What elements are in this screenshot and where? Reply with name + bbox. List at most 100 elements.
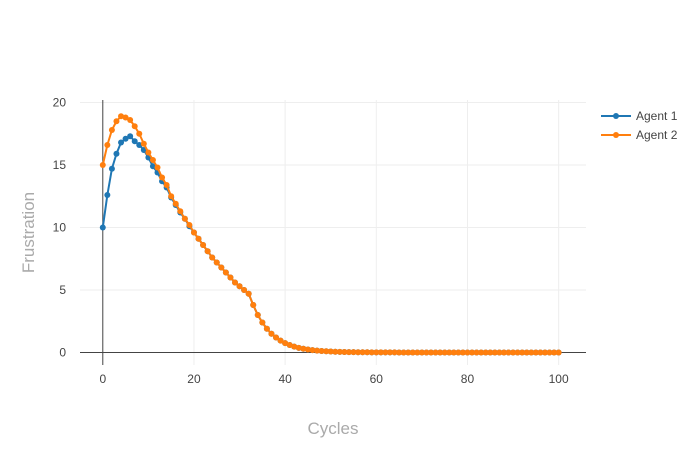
data-point[interactable] [118,113,125,120]
data-point[interactable] [537,349,544,356]
data-point[interactable] [364,349,371,356]
data-point[interactable] [314,347,321,354]
data-point[interactable] [136,142,143,148]
data-point[interactable] [400,349,407,356]
data-point[interactable] [496,349,503,356]
data-point[interactable] [241,287,248,293]
data-point[interactable] [172,200,179,207]
data-point[interactable] [532,349,539,356]
data-point[interactable] [300,345,307,352]
data-point[interactable] [245,290,252,297]
data-point[interactable] [236,283,243,290]
data-point[interactable] [149,163,156,170]
data-point[interactable] [368,349,375,356]
data-point[interactable] [359,349,366,356]
data-point[interactable] [546,349,553,356]
data-point[interactable] [373,349,380,356]
data-point[interactable] [273,334,280,341]
data-point[interactable] [104,192,111,198]
data-point[interactable] [277,337,284,344]
data-point[interactable] [473,349,480,356]
data-point[interactable] [140,140,147,147]
data-point[interactable] [113,150,120,157]
data-point[interactable] [551,349,558,356]
data-point[interactable] [464,349,471,356]
data-point[interactable] [505,349,512,356]
data-point[interactable] [282,340,289,347]
data-point[interactable] [163,182,170,188]
data-point[interactable] [405,349,412,356]
data-point[interactable] [250,302,257,308]
data-point[interactable] [396,349,403,356]
data-point[interactable] [418,349,425,356]
data-point[interactable] [131,123,138,130]
data-point[interactable] [355,349,362,356]
data-point[interactable] [414,349,421,356]
data-point[interactable] [437,349,444,356]
data-point[interactable] [181,215,188,222]
legend-item-agent-2[interactable]: Agent 2 [601,128,678,142]
data-point[interactable] [127,117,134,123]
data-point[interactable] [523,349,530,356]
data-point[interactable] [386,349,393,356]
data-point[interactable] [541,349,548,356]
data-point[interactable] [108,127,115,133]
data-point[interactable] [295,344,302,351]
data-point[interactable] [500,349,507,356]
data-point[interactable] [113,118,120,125]
data-point[interactable] [318,348,325,354]
legend[interactable]: Agent 1 Agent 2 [601,109,678,142]
data-point[interactable] [286,342,293,348]
data-point[interactable] [482,349,489,356]
data-point[interactable] [263,325,270,332]
data-point[interactable] [441,349,448,356]
data-point[interactable] [99,162,106,168]
data-point[interactable] [213,259,220,266]
data-point[interactable] [177,208,184,215]
data-point[interactable] [268,330,275,337]
data-point[interactable] [432,349,439,356]
data-point[interactable] [168,193,175,200]
data-point[interactable] [510,349,517,356]
data-point[interactable] [190,229,197,236]
data-point[interactable] [145,149,152,156]
data-point[interactable] [382,349,389,356]
data-point[interactable] [469,349,476,356]
data-point[interactable] [304,346,311,353]
data-point[interactable] [450,349,457,356]
data-point[interactable] [519,349,526,356]
data-point[interactable] [127,133,134,140]
data-point[interactable] [291,343,298,350]
data-point[interactable] [227,274,234,281]
data-point[interactable] [491,349,498,356]
data-point[interactable] [231,279,238,286]
data-point[interactable] [428,349,435,356]
data-point[interactable] [459,349,466,356]
data-point[interactable] [377,349,384,356]
data-point[interactable] [218,264,225,271]
data-point[interactable] [350,349,357,356]
data-point[interactable] [159,174,166,181]
data-point[interactable] [327,348,334,355]
data-point[interactable] [209,254,216,261]
data-point[interactable] [118,139,125,146]
data-point[interactable] [423,349,430,356]
data-point[interactable] [345,349,352,356]
data-point[interactable] [332,348,339,355]
data-point[interactable] [195,235,202,242]
data-point[interactable] [154,164,161,171]
data-point[interactable] [149,157,156,163]
data-point[interactable] [341,349,348,355]
data-point[interactable] [555,349,562,356]
data-point[interactable] [323,348,330,355]
data-point[interactable] [259,319,266,326]
data-point[interactable] [122,114,129,121]
data-point[interactable] [99,224,106,231]
data-point[interactable] [391,349,398,356]
data-point[interactable] [487,349,494,356]
data-point[interactable] [528,349,535,356]
data-point[interactable] [478,349,485,356]
data-point[interactable] [514,349,521,356]
data-point[interactable] [108,165,115,172]
data-point[interactable] [446,349,453,356]
